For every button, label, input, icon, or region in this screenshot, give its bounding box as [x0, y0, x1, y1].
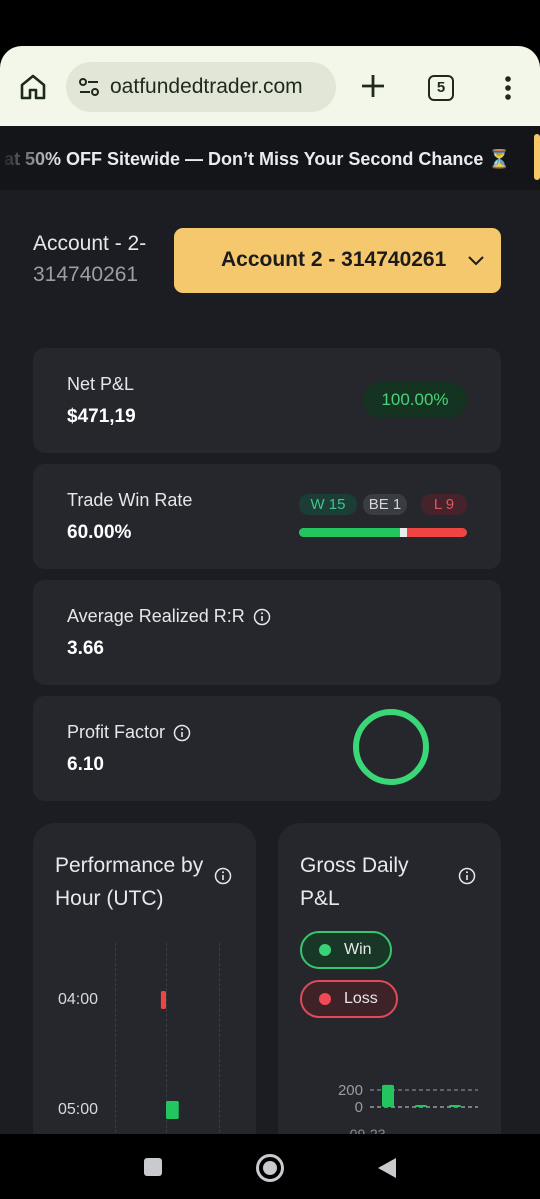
- browser-toolbar: oatfundedtrader.com 5: [0, 46, 540, 126]
- net-pnl-card: Net P&L $471,19 100.00%: [33, 348, 501, 453]
- avg-rr-card: Average Realized R:R 3.66: [33, 580, 501, 685]
- profit-factor-value: 6.10: [67, 754, 104, 775]
- address-bar[interactable]: oatfundedtrader.com: [66, 62, 336, 112]
- net-pnl-value: $471,19: [67, 406, 136, 427]
- hour-label: 05:00: [58, 1101, 99, 1118]
- loss-dot-icon: [319, 993, 331, 1005]
- legend-loss-label: Loss: [344, 990, 378, 1007]
- win-rate-bar-wins: [299, 528, 400, 537]
- account-label: Account - 2- 314740261: [33, 228, 163, 290]
- home-icon[interactable]: [18, 72, 48, 102]
- back-icon[interactable]: [376, 1156, 398, 1180]
- tab-switcher-button[interactable]: 5: [428, 75, 454, 101]
- info-icon[interactable]: [253, 608, 271, 626]
- url-text[interactable]: oatfundedtrader.com: [110, 75, 303, 98]
- profit-factor-title: Profit Factor: [67, 722, 166, 742]
- loss-bar: [160, 991, 166, 1009]
- performance-by-hour-chart: [160, 991, 179, 1119]
- y-tick-label: 0: [355, 1099, 363, 1116]
- gross-daily-pnl-title: Gross Daily P&L: [300, 854, 409, 910]
- account-select-value[interactable]: Account 2 - 314740261: [221, 248, 447, 271]
- avg-rr-title: Average Realized R:R: [67, 606, 245, 626]
- grid-line: [166, 943, 167, 1134]
- win-rate-value: 60.00%: [67, 522, 132, 543]
- win-dot-icon: [319, 944, 331, 956]
- profit-factor-card: Profit Factor 6.10: [33, 696, 501, 801]
- legend-win-toggle[interactable]: Win: [300, 931, 392, 969]
- info-icon[interactable]: [214, 867, 232, 885]
- account-select[interactable]: Account 2 - 314740261: [174, 228, 501, 293]
- avg-rr-value: 3.66: [67, 638, 104, 659]
- scroll-indicator[interactable]: [534, 134, 540, 180]
- avg-rr-title-row: Average Realized R:R: [67, 606, 271, 627]
- y-tick-label: 200: [338, 1082, 363, 1099]
- dashboard-page: at 50% OFF Sitewide — Don’t Miss Your Se…: [0, 126, 540, 1134]
- legend-loss-toggle[interactable]: Loss: [300, 980, 398, 1018]
- profit-factor-title-row: Profit Factor: [67, 722, 191, 743]
- win-bar: [166, 1101, 179, 1119]
- more-menu-icon[interactable]: [496, 73, 520, 103]
- chevron-down-icon[interactable]: [467, 254, 485, 266]
- profit-factor-ring: [353, 709, 429, 785]
- win-rate-bar: [299, 528, 467, 537]
- win-bar: [382, 1084, 394, 1107]
- win-bar: [449, 1105, 461, 1107]
- net-pnl-title: Net P&L: [67, 374, 135, 394]
- performance-by-hour-panel: Performance by Hour (UTC) 04:00 05:00: [33, 823, 256, 1134]
- grid-line: [219, 943, 220, 1134]
- hour-label: 04:00: [58, 991, 99, 1008]
- win-rate-bar-breakeven: [399, 528, 407, 537]
- info-icon[interactable]: [458, 867, 476, 885]
- losses-badge: L 9: [421, 494, 467, 515]
- recents-icon[interactable]: [144, 1158, 162, 1176]
- site-settings-icon[interactable]: [78, 77, 100, 97]
- win-rate-card: Trade Win Rate 60.00% W 15 BE 1 L 9: [33, 464, 501, 569]
- wins-badge: W 15: [299, 494, 357, 515]
- banner-fade: [0, 126, 60, 190]
- grid-line: [115, 943, 116, 1134]
- legend-win-label: Win: [344, 941, 372, 958]
- home-nav-icon[interactable]: [256, 1154, 284, 1182]
- new-tab-icon[interactable]: [357, 70, 389, 102]
- info-icon[interactable]: [173, 724, 191, 742]
- net-pnl-badge: 100.00%: [363, 382, 467, 418]
- promo-banner[interactable]: at 50% OFF Sitewide — Don’t Miss Your Se…: [0, 126, 540, 190]
- account-label-number: 314740261: [33, 263, 139, 286]
- breakeven-badge: BE 1: [363, 494, 407, 515]
- promo-banner-text: at 50% OFF Sitewide — Don’t Miss Your Se…: [4, 149, 511, 169]
- performance-by-hour-title: Performance by Hour (UTC): [55, 854, 204, 910]
- win-rate-title: Trade Win Rate: [67, 490, 193, 510]
- system-nav-bar: [0, 1134, 540, 1199]
- account-label-name: Account - 2-: [33, 232, 147, 255]
- win-bar: [415, 1105, 427, 1107]
- x-tick-label: ...09-23: [338, 1126, 386, 1134]
